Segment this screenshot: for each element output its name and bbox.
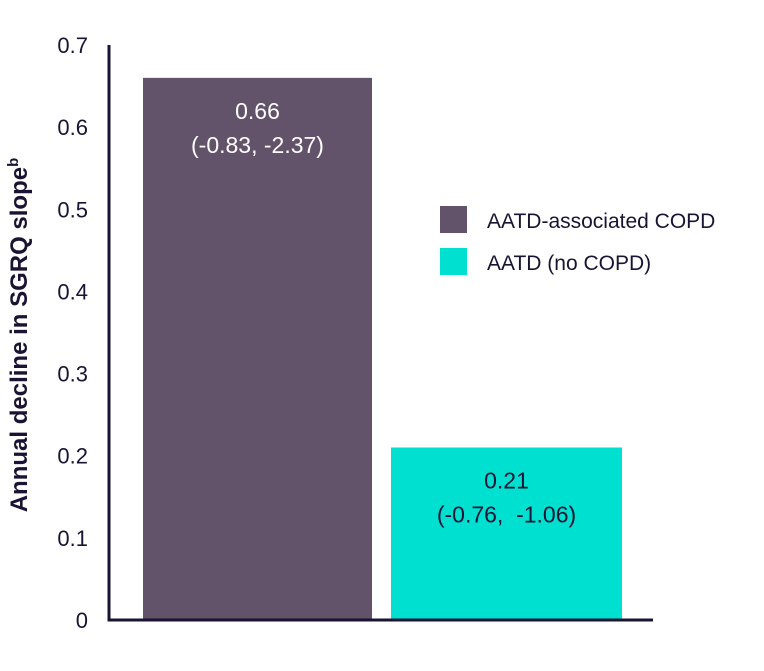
bar-ci-label: (-0.83, -2.37) (191, 132, 324, 158)
y-tick-label: 0.3 (57, 362, 88, 387)
y-tick-label: 0.1 (57, 526, 88, 551)
y-tick-label: 0.2 (57, 444, 88, 469)
legend-swatch (440, 206, 467, 233)
legend-label: AATD (no COPD) (487, 252, 651, 275)
legend-label: AATD-associated COPD (487, 210, 715, 233)
bar (143, 77, 372, 621)
bar-value-label: 0.66 (235, 98, 280, 124)
bar (391, 447, 622, 620)
y-axis-label: Annual decline in SGRQ slopeb (5, 158, 33, 513)
legend: AATD-associated COPD AATD (no COPD) (440, 206, 715, 275)
bar-ci-label: (-0.76, -1.06) (437, 502, 576, 528)
legend-swatch (440, 248, 467, 275)
y-tick-label: 0.5 (57, 197, 88, 222)
bar-labels: 0.66 (-0.83, -2.37) 0.21 (-0.76, -1.06) (191, 98, 576, 528)
y-tick-label: 0.6 (57, 115, 88, 140)
y-tick-labels: 0 0.1 0.2 0.3 0.4 0.5 0.6 0.7 (57, 33, 88, 633)
axes (107, 45, 653, 622)
y-axis-label-text: Annual decline in SGRQ slope (6, 167, 33, 512)
y-tick-label: 0.4 (57, 279, 88, 304)
bar-value-label: 0.21 (484, 468, 529, 494)
y-tick-label: 0.7 (57, 33, 88, 58)
y-axis-label-superscript: b (5, 158, 22, 167)
y-tick-label: 0 (76, 608, 88, 633)
bars (143, 77, 622, 621)
